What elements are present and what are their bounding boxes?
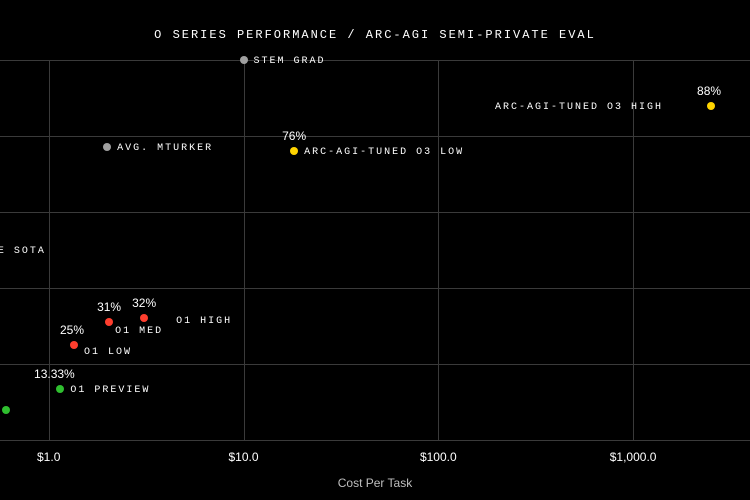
x-tick-label: $1.0 [37, 450, 60, 464]
vertical-gridline [244, 60, 245, 440]
point-percent-o1-preview: 13.33% [34, 367, 75, 381]
data-point-o1-med [105, 318, 113, 326]
data-point-stem-grad [240, 56, 248, 64]
vertical-gridline [633, 60, 634, 440]
point-label-stem-grad: STEM GRAD [254, 56, 326, 67]
point-label-o1-low: O1 LOW [84, 347, 132, 358]
point-label-o1-high: O1 HIGH [176, 316, 232, 327]
data-point-o1-low [70, 341, 78, 349]
x-tick-label: $100.0 [420, 450, 457, 464]
data-point-o1-mini [2, 406, 10, 414]
point-percent-o3-high: 88% [697, 84, 721, 98]
data-point-o3-high [707, 102, 715, 110]
point-label-o1-med: O1 MED [115, 326, 163, 337]
chart-title: O SERIES PERFORMANCE / ARC-AGI SEMI-PRIV… [0, 28, 750, 42]
horizontal-gridline [0, 212, 750, 213]
x-tick-label: $10.0 [228, 450, 258, 464]
horizontal-gridline [0, 288, 750, 289]
point-label-avg-mturker: AVG. MTURKER [117, 143, 213, 154]
data-point-o1-preview [56, 385, 64, 393]
x-axis-label: Cost Per Task [0, 476, 750, 490]
data-point-o1-high [140, 314, 148, 322]
horizontal-gridline [0, 60, 750, 61]
point-percent-o1-low: 25% [60, 323, 84, 337]
horizontal-gridline [0, 364, 750, 365]
horizontal-gridline [0, 440, 750, 441]
vertical-gridline [438, 60, 439, 440]
horizontal-gridline [0, 136, 750, 137]
plot-area: $1.0$10.0$100.0$1,000.01-MINIO1 PREVIEW1… [0, 60, 750, 440]
point-label-o1-preview: O1 PREVIEW [70, 385, 150, 396]
chart-root: O SERIES PERFORMANCE / ARC-AGI SEMI-PRIV… [0, 0, 750, 500]
point-percent-o3-low: 76% [282, 129, 306, 143]
vertical-gridline [49, 60, 50, 440]
point-label-o3-high: ARC-AGI-TUNED O3 HIGH [495, 102, 663, 113]
x-tick-label: $1,000.0 [610, 450, 657, 464]
data-point-avg-mturker [103, 143, 111, 151]
point-label-o3-low: ARC-AGI-TUNED O3 LOW [304, 147, 464, 158]
point-percent-o1-med: 31% [97, 300, 121, 314]
data-point-o3-low [290, 147, 298, 155]
point-label-kaggle-sota: KAGGLE SOTA [0, 246, 46, 257]
point-percent-o1-high: 32% [132, 296, 156, 310]
point-label-o1-mini: 1-MINI [0, 406, 2, 417]
